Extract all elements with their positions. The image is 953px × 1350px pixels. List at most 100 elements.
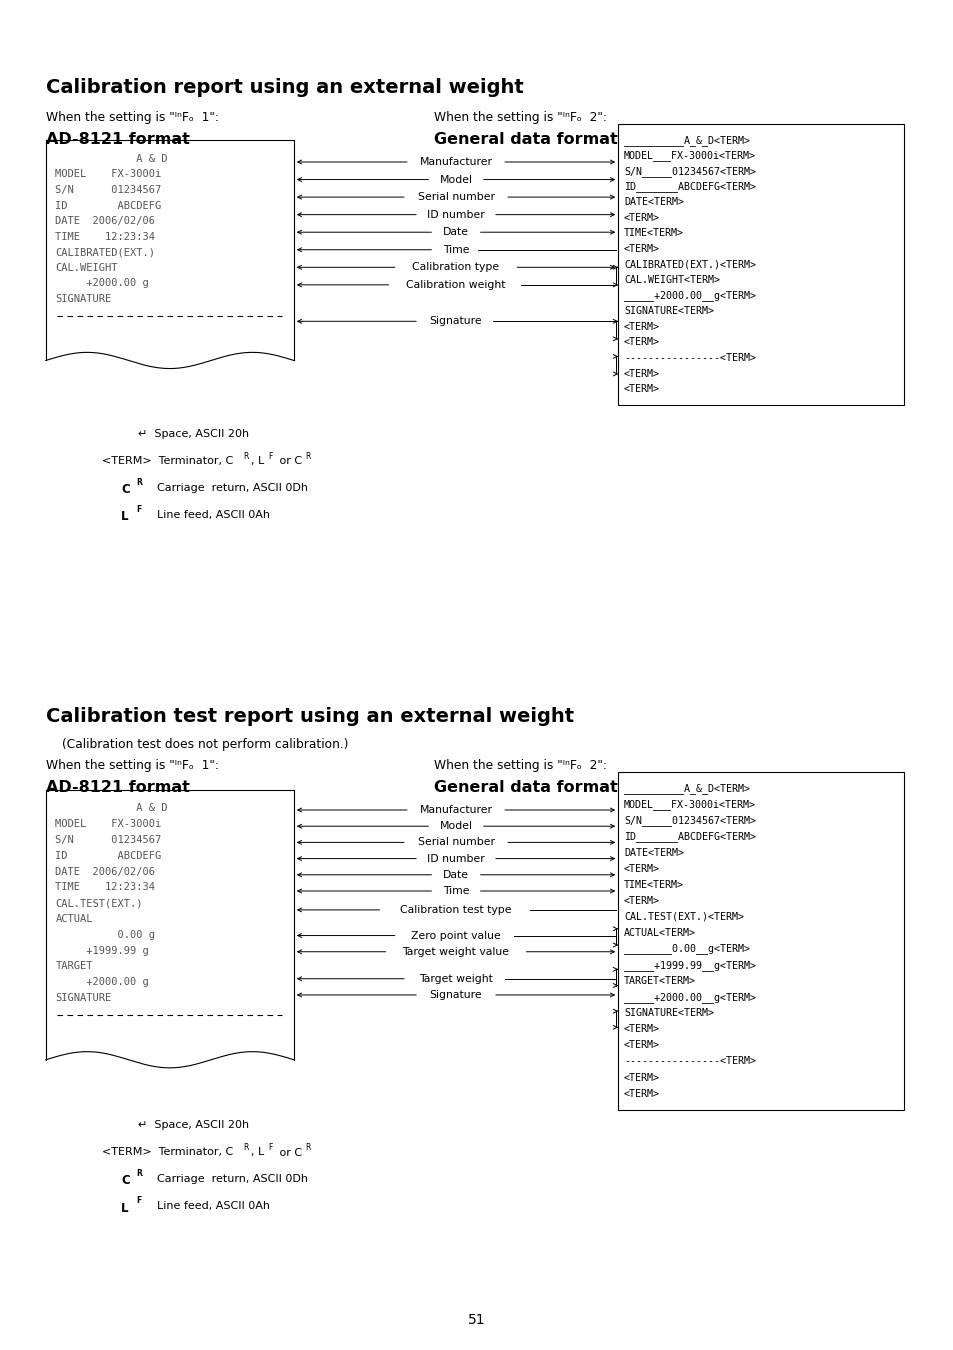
Text: R: R <box>243 1143 249 1153</box>
Text: _____+1999.99__g<TERM>: _____+1999.99__g<TERM> <box>623 960 755 971</box>
Text: CAL.WEIGHT: CAL.WEIGHT <box>55 263 118 273</box>
Text: SIGNATURE: SIGNATURE <box>55 294 112 304</box>
Text: L: L <box>121 510 129 524</box>
Text: MODEL___FX-3000i<TERM>: MODEL___FX-3000i<TERM> <box>623 799 755 810</box>
Text: A & D: A & D <box>55 154 168 163</box>
Text: <TERM>: <TERM> <box>623 244 659 254</box>
Text: AD-8121 format: AD-8121 format <box>46 780 190 795</box>
Text: DATE  2006/02/06: DATE 2006/02/06 <box>55 216 155 225</box>
Text: Target weight: Target weight <box>418 973 493 984</box>
Text: A & D: A & D <box>55 803 168 814</box>
Text: R: R <box>136 1169 142 1179</box>
Text: Calibration weight: Calibration weight <box>406 279 505 290</box>
Text: ID        ABCDEFG: ID ABCDEFG <box>55 201 161 211</box>
Text: DATE<TERM>: DATE<TERM> <box>623 848 683 857</box>
Text: Time: Time <box>442 244 469 255</box>
Text: <TERM>: <TERM> <box>623 1025 659 1034</box>
Text: _____+2000.00__g<TERM>: _____+2000.00__g<TERM> <box>623 992 755 1003</box>
Text: <TERM>: <TERM> <box>623 864 659 873</box>
Text: When the setting is "ᴵⁿFₒ  2":: When the setting is "ᴵⁿFₒ 2": <box>434 759 606 772</box>
Text: CAL.WEIGHT<TERM>: CAL.WEIGHT<TERM> <box>623 275 720 285</box>
Text: F: F <box>136 1196 142 1206</box>
Text: _____+2000.00__g<TERM>: _____+2000.00__g<TERM> <box>623 290 755 301</box>
Text: 51: 51 <box>468 1314 485 1327</box>
Text: SIGNATURE: SIGNATURE <box>55 992 112 1003</box>
Text: General data format: General data format <box>434 132 618 147</box>
Text: DATE  2006/02/06: DATE 2006/02/06 <box>55 867 155 876</box>
Text: or C: or C <box>275 1148 301 1157</box>
Text: ACTUAL<TERM>: ACTUAL<TERM> <box>623 927 695 938</box>
Text: Calibration test report using an external weight: Calibration test report using an externa… <box>46 707 574 726</box>
Text: ID        ABCDEFG: ID ABCDEFG <box>55 850 161 861</box>
Text: TARGET<TERM>: TARGET<TERM> <box>623 976 695 986</box>
Text: CALIBRATED(EXT.): CALIBRATED(EXT.) <box>55 247 155 256</box>
Text: CAL.TEST(EXT.)<TERM>: CAL.TEST(EXT.)<TERM> <box>623 911 743 922</box>
Text: F: F <box>136 505 142 514</box>
Text: <TERM>: <TERM> <box>623 338 659 347</box>
Text: <TERM>  Terminator, C: <TERM> Terminator, C <box>102 1148 233 1157</box>
Text: <TERM>: <TERM> <box>623 369 659 378</box>
Text: Date: Date <box>442 227 469 238</box>
Text: ----------------<TERM>: ----------------<TERM> <box>623 352 755 363</box>
Text: CALIBRATED(EXT.)<TERM>: CALIBRATED(EXT.)<TERM> <box>623 259 755 270</box>
Text: Serial number: Serial number <box>417 837 494 848</box>
Text: <TERM>: <TERM> <box>623 213 659 223</box>
Text: R: R <box>305 1143 311 1153</box>
Text: Serial number: Serial number <box>417 192 494 202</box>
Text: +1999.99 g: +1999.99 g <box>55 945 149 956</box>
Text: Signature: Signature <box>429 990 482 1000</box>
Text: R: R <box>243 452 249 462</box>
Text: Model: Model <box>439 174 472 185</box>
Text: __________A_&_D<TERM>: __________A_&_D<TERM> <box>623 135 749 146</box>
Text: F: F <box>268 452 273 462</box>
Text: 0.00 g: 0.00 g <box>55 930 155 940</box>
Text: TARGET: TARGET <box>55 961 92 971</box>
Text: AD-8121 format: AD-8121 format <box>46 132 190 147</box>
Text: S/N_____01234567<TERM>: S/N_____01234567<TERM> <box>623 815 755 826</box>
Text: MODEL    FX-3000i: MODEL FX-3000i <box>55 170 161 180</box>
Text: <TERM>: <TERM> <box>623 896 659 906</box>
Text: <TERM>: <TERM> <box>623 1072 659 1083</box>
Text: <TERM>: <TERM> <box>623 321 659 332</box>
Text: , L: , L <box>251 456 264 466</box>
Text: R: R <box>305 452 311 462</box>
Text: TIME    12:23:34: TIME 12:23:34 <box>55 883 155 892</box>
Text: C: C <box>121 1174 130 1188</box>
Text: Manufacturer: Manufacturer <box>419 157 492 167</box>
Text: __________A_&_D<TERM>: __________A_&_D<TERM> <box>623 783 749 794</box>
Text: C: C <box>121 483 130 497</box>
Text: ID_______ABCDEFG<TERM>: ID_______ABCDEFG<TERM> <box>623 832 755 842</box>
Text: TIME<TERM>: TIME<TERM> <box>623 880 683 890</box>
Text: +2000.00 g: +2000.00 g <box>55 977 149 987</box>
Text: Manufacturer: Manufacturer <box>419 805 492 815</box>
Text: CAL.TEST(EXT.): CAL.TEST(EXT.) <box>55 898 143 909</box>
Text: Carriage  return, ASCII 0Dh: Carriage return, ASCII 0Dh <box>150 483 308 493</box>
Text: When the setting is "ᴵⁿFₒ  2":: When the setting is "ᴵⁿFₒ 2": <box>434 111 606 124</box>
Text: F: F <box>268 1143 273 1153</box>
Text: R: R <box>136 478 142 487</box>
Text: When the setting is "ᴵⁿFₒ  1":: When the setting is "ᴵⁿFₒ 1": <box>46 759 218 772</box>
Text: S/N_____01234567<TERM>: S/N_____01234567<TERM> <box>623 166 755 177</box>
Text: or C: or C <box>275 456 301 466</box>
Text: Target weight value: Target weight value <box>402 946 509 957</box>
Text: Time: Time <box>442 886 469 896</box>
Bar <box>618 772 903 1110</box>
Text: ----------------<TERM>: ----------------<TERM> <box>623 1057 755 1066</box>
Text: ↵  Space, ASCII 20h: ↵ Space, ASCII 20h <box>138 429 249 439</box>
Text: Calibration type: Calibration type <box>412 262 499 273</box>
Bar <box>46 140 294 360</box>
Text: TIME<TERM>: TIME<TERM> <box>623 228 683 239</box>
Text: General data format: General data format <box>434 780 618 795</box>
Text: <TERM>: <TERM> <box>623 1041 659 1050</box>
Text: ID number: ID number <box>427 209 484 220</box>
Text: Line feed, ASCII 0Ah: Line feed, ASCII 0Ah <box>150 510 270 520</box>
Text: Line feed, ASCII 0Ah: Line feed, ASCII 0Ah <box>150 1202 270 1211</box>
Text: ↵  Space, ASCII 20h: ↵ Space, ASCII 20h <box>138 1120 249 1130</box>
Text: , L: , L <box>251 1148 264 1157</box>
Text: (Calibration test does not perform calibration.): (Calibration test does not perform calib… <box>62 738 348 752</box>
Text: <TERM>: <TERM> <box>623 385 659 394</box>
Text: Calibration report using an external weight: Calibration report using an external wei… <box>46 78 523 97</box>
Text: MODEL    FX-3000i: MODEL FX-3000i <box>55 819 161 829</box>
Text: SIGNATURE<TERM>: SIGNATURE<TERM> <box>623 1008 713 1018</box>
Text: Signature: Signature <box>429 316 482 327</box>
